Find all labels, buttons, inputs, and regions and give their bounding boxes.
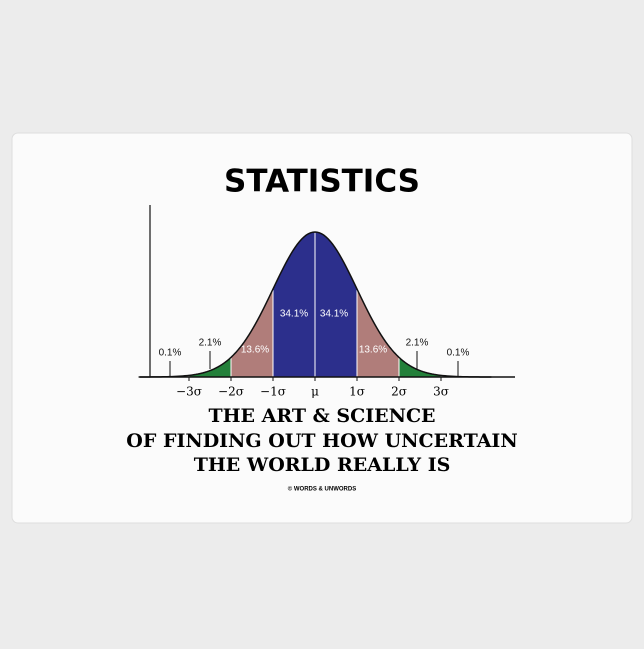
x-tick-label: −1σ — [260, 385, 286, 399]
subtitle-line: THE WORLD REALLY IS — [194, 454, 451, 476]
x-tick-label: 2σ — [391, 385, 407, 399]
value-label: 2.1% — [199, 338, 222, 349]
x-tick-label: 1σ — [349, 385, 365, 399]
x-tick-label: −3σ — [176, 385, 202, 399]
value-label: 13.6% — [359, 345, 387, 356]
plot: 0.1% 2.1% 13.6% 34.1% 34.1% 13.6% 2.1% 0.1% −3σ −… — [138, 205, 515, 399]
value-label: 34.1% — [320, 309, 348, 320]
value-label: 13.6% — [241, 345, 269, 356]
title: STATISTICS — [224, 164, 420, 200]
region — [189, 357, 231, 377]
value-label: 0.1% — [159, 348, 182, 359]
curve — [138, 231, 492, 378]
value-label: 2.1% — [406, 338, 429, 349]
region — [399, 357, 441, 377]
subtitle-line: THE ART & SCIENCE — [208, 405, 435, 427]
value-label: 34.1% — [280, 309, 308, 320]
x-tick-label: 3σ — [433, 385, 449, 399]
subtitle-line: OF FINDING OUT HOW UNCERTAIN — [126, 430, 517, 452]
credit: © WORDS & UNWORDS — [288, 486, 356, 493]
value-label: 0.1% — [447, 348, 470, 359]
x-tick-label: −2σ — [218, 385, 244, 399]
x-tick-label: μ — [311, 385, 319, 399]
